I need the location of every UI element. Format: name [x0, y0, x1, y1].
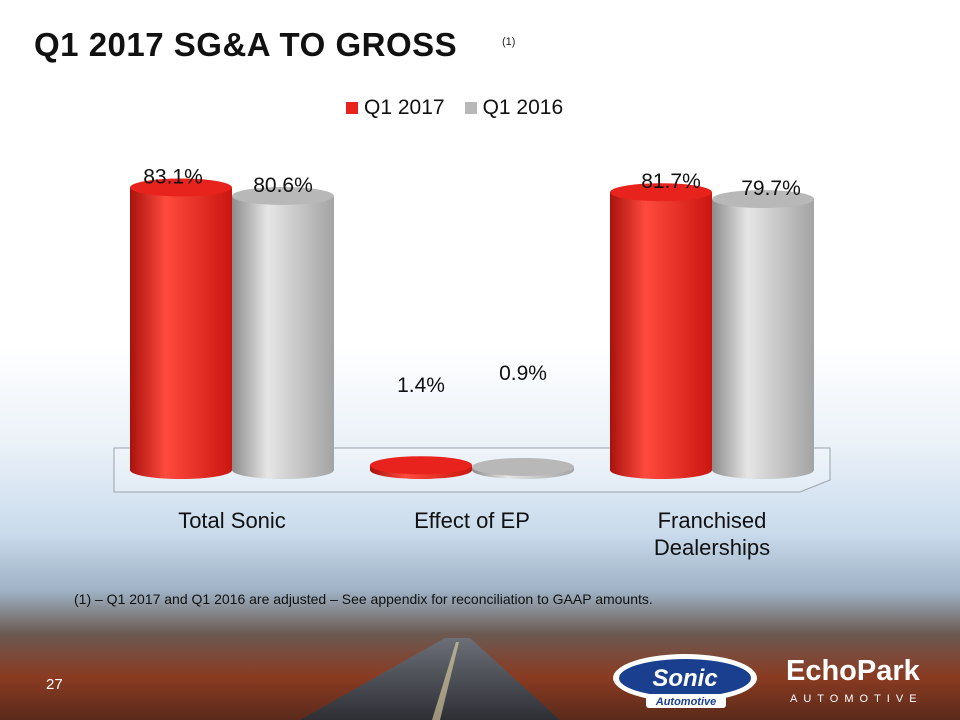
legend-item-q1-2016: Q1 2016 [464, 96, 564, 120]
data-label: 79.7% [741, 177, 801, 200]
svg-text:Automotive: Automotive [655, 696, 717, 708]
sonic-automotive-logo: Sonic Automotive [613, 654, 757, 708]
data-label: 1.4% [397, 374, 445, 397]
svg-text:EchoPark: EchoPark [786, 655, 921, 687]
title-footnote-marker: (1) [502, 36, 516, 48]
category-label: Total Sonic [178, 508, 286, 533]
bar-q1-2017-effect-of-ep [370, 456, 472, 479]
category-label: Dealerships [654, 535, 770, 560]
bar-q1-2016-effect-of-ep [472, 457, 574, 479]
data-label: 83.1% [143, 165, 203, 188]
slide-title: Q1 2017 SG&A TO GROSS [34, 26, 458, 63]
bar-q1-2017-franchised-dealerships [610, 183, 712, 479]
legend-swatch-q1-2017 [346, 102, 358, 114]
data-label: 81.7% [641, 170, 701, 193]
legend-item-q1-2017: Q1 2017 [346, 96, 445, 120]
category-label: Franchised [658, 508, 767, 533]
category-label: Effect of EP [414, 508, 530, 533]
chart-legend: Q1 2017 Q1 2016 [346, 96, 563, 120]
svg-text:AUTOMOTIVE: AUTOMOTIVE [790, 693, 923, 705]
data-label: 80.6% [253, 174, 313, 197]
bar-q1-2016-total-sonic [232, 186, 334, 479]
slide-title-wrap: Q1 2017 SG&A TO GROSS [34, 26, 457, 64]
legend-swatch-q1-2016 [464, 102, 477, 114]
echopark-automotive-logo: EchoPark AUTOMOTIVE [786, 655, 923, 705]
bar-chart: 83.1% 80.6% Total Sonic 1.4% 0.9% Effect of E… [113, 165, 831, 560]
legend-label-q1-2017: Q1 2017 [364, 96, 445, 119]
footnote: (1) – Q1 2017 and Q1 2016 are adjusted –… [74, 591, 653, 607]
svg-text:Sonic: Sonic [652, 665, 717, 692]
data-label: 0.9% [499, 362, 547, 385]
page-number: 27 [46, 676, 63, 693]
legend-label-q1-2016: Q1 2016 [482, 96, 564, 119]
bar-q1-2017-total-sonic [130, 178, 232, 479]
bar-q1-2016-franchised-dealerships [712, 190, 814, 479]
